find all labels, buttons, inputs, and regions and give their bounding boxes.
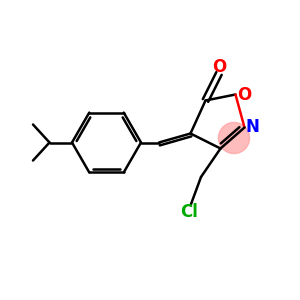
Circle shape: [218, 122, 250, 154]
Text: Cl: Cl: [180, 203, 198, 221]
Text: N: N: [246, 118, 260, 136]
Text: O: O: [212, 58, 226, 76]
Text: O: O: [237, 85, 251, 103]
